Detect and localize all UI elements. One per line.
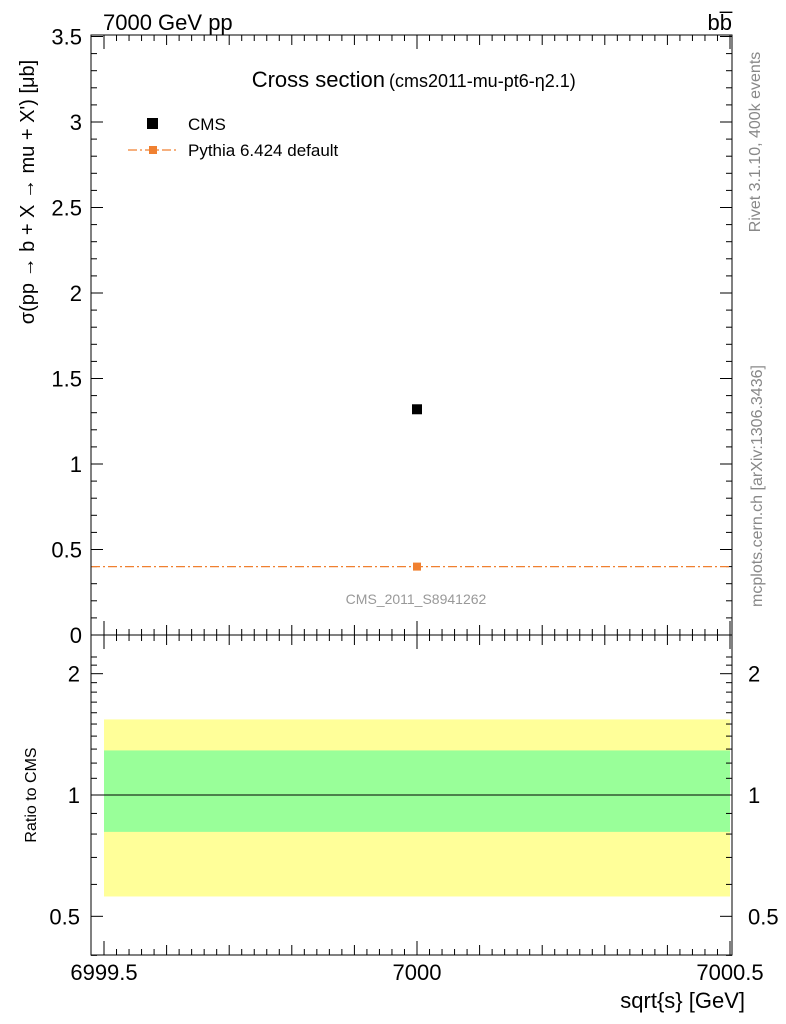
ratio-band-inner <box>104 750 730 832</box>
legend-cms-label: CMS <box>188 115 226 134</box>
ratio-y-axis-label: Ratio to CMS <box>23 747 40 842</box>
main-x-ticks <box>103 35 731 635</box>
pythia-point <box>413 562 421 571</box>
main-y-tick-label: 3 <box>70 110 82 135</box>
ratio-x-ticks: 6999.5 7000 7000.5 <box>70 635 764 985</box>
main-title: Cross section <box>252 67 385 92</box>
x-tick-label: 7000.5 <box>696 960 763 985</box>
main-y-tick-label: 1 <box>70 452 82 477</box>
main-panel: Cross section (cms2011-mu-pt6-η2.1) 0.5 1… <box>17 25 733 648</box>
ratio-panel: 0.5 0.5 1 1 2 2 6999.5 7000 7000.5 Ratio to CMS… <box>23 634 779 1013</box>
main-y-tick-label: 2.5 <box>51 196 82 221</box>
main-y-tick-label: 1.5 <box>51 367 82 392</box>
legend-pythia-label: Pythia 6.424 default <box>188 141 339 160</box>
rivet-version-label: Rivet 3.1.10, 400k events <box>747 52 764 233</box>
main-y-zero-label: 0 <box>70 623 82 648</box>
x-tick-label: 7000 <box>393 960 442 985</box>
legend: CMS Pythia 6.424 default <box>128 115 339 160</box>
ratio-y-tick-label-right: 2 <box>748 662 760 687</box>
analysis-id-label: CMS_2011_S8941262 <box>346 591 487 607</box>
main-y-tick-label: 3.5 <box>51 25 82 50</box>
legend-pythia-marker <box>149 146 157 154</box>
main-y-tick-label: 2 <box>70 281 82 306</box>
ratio-y-tick-label-right: 0.5 <box>748 904 779 929</box>
main-y-ticks: 0.5 1 1.5 2 2.5 3 3.5 <box>51 25 732 619</box>
ratio-y-ticks: 0.5 0.5 1 1 2 2 <box>49 656 779 956</box>
main-subtitle: (cms2011-mu-pt6-η2.1) <box>389 71 576 91</box>
ratio-bands <box>104 719 730 897</box>
ratio-y-tick-label-right: 1 <box>748 783 760 808</box>
main-series <box>91 404 732 571</box>
cms-data-point <box>412 404 422 415</box>
x-tick-label: 6999.5 <box>70 960 137 985</box>
x-axis-label: sqrt{s} [GeV] <box>620 988 745 1013</box>
ratio-frame <box>90 634 733 956</box>
process-label: bb̅ <box>708 10 733 35</box>
legend-cms-marker <box>147 118 158 129</box>
main-y-axis-label: σ(pp → b + X → mu + X') [μb] <box>17 60 39 324</box>
mcplots-label: mcplots.cern.ch [arXiv:1306.3436] <box>749 365 766 607</box>
ratio-y-tick-label: 0.5 <box>49 904 80 929</box>
ratio-y-tick-label: 1 <box>68 783 80 808</box>
beam-label: 7000 GeV pp <box>103 10 233 35</box>
main-y-tick-label: 0.5 <box>51 538 82 563</box>
ratio-y-tick-label: 2 <box>68 662 80 687</box>
